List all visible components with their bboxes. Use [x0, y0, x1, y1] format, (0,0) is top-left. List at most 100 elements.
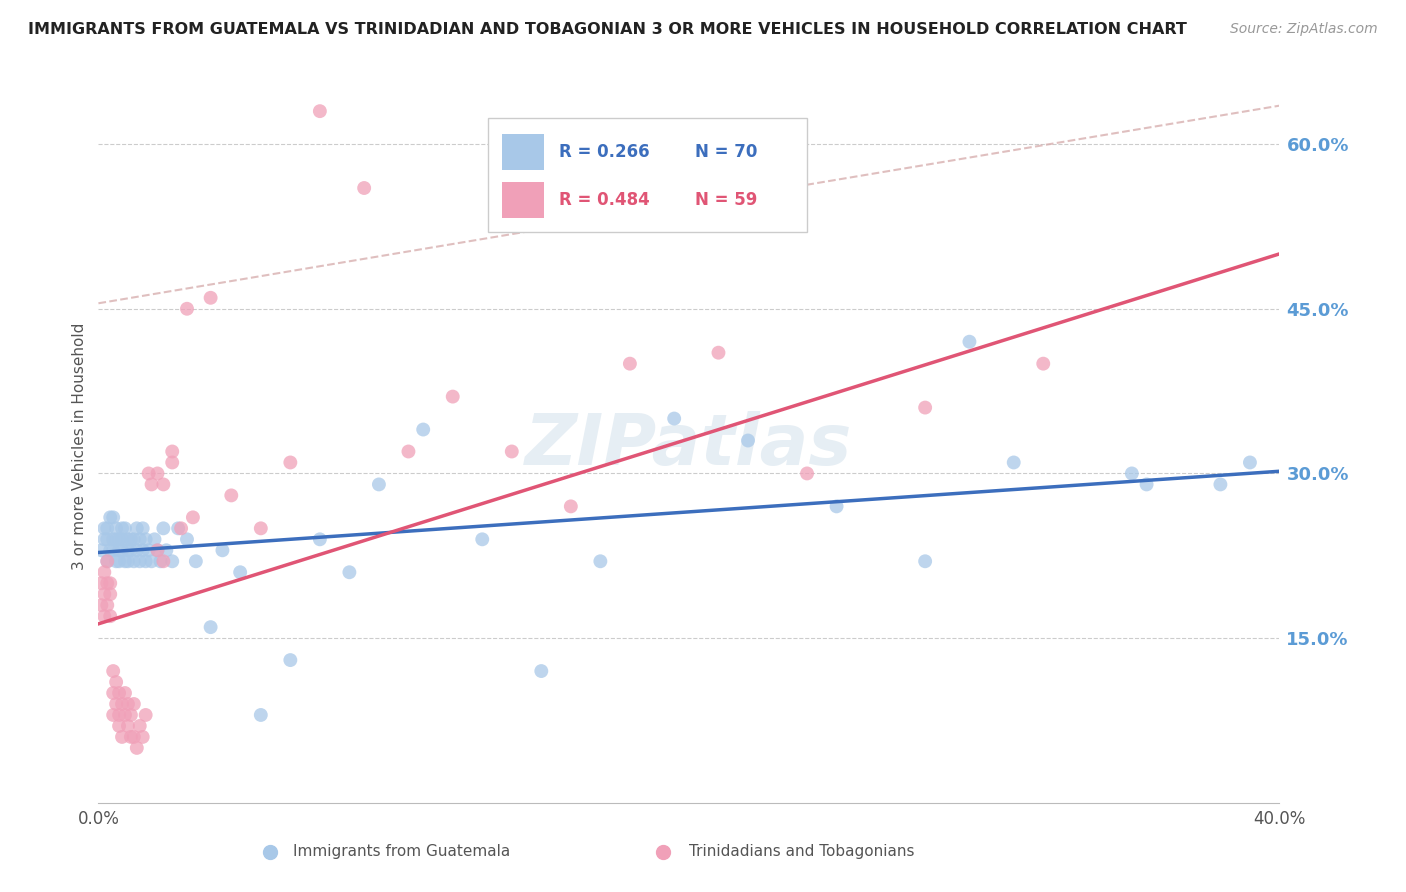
- Point: [339, 566, 360, 580]
- Point: [200, 291, 222, 305]
- Point: [105, 521, 128, 535]
- Point: [146, 467, 169, 481]
- Point: [825, 500, 848, 514]
- Point: [103, 686, 125, 700]
- Point: [250, 521, 273, 535]
- Point: [1121, 467, 1143, 481]
- Text: Trinidadians and Tobagonians: Trinidadians and Tobagonians: [689, 845, 914, 859]
- Point: [103, 708, 125, 723]
- Text: ZIPatlas: ZIPatlas: [526, 411, 852, 481]
- Point: [120, 708, 142, 723]
- Point: [120, 533, 142, 547]
- Point: [117, 554, 139, 568]
- Point: [141, 477, 163, 491]
- Point: [108, 543, 131, 558]
- Point: [122, 730, 145, 744]
- Point: [111, 730, 134, 744]
- Point: [135, 533, 157, 547]
- Point: [619, 357, 641, 371]
- Point: [120, 543, 142, 558]
- Point: [278, 455, 302, 469]
- Bar: [502, 182, 544, 218]
- Point: [149, 554, 172, 568]
- Point: [396, 444, 419, 458]
- Point: [108, 686, 131, 700]
- Point: [93, 533, 115, 547]
- Point: [1209, 477, 1232, 491]
- Point: [152, 554, 174, 568]
- Point: [122, 697, 145, 711]
- Point: [98, 576, 121, 591]
- Point: [117, 719, 139, 733]
- Point: [114, 521, 136, 535]
- Point: [309, 104, 332, 119]
- Text: Immigrants from Guatemala: Immigrants from Guatemala: [294, 845, 510, 859]
- Point: [96, 576, 118, 591]
- Point: [796, 467, 818, 481]
- Point: [96, 521, 118, 535]
- Point: [103, 533, 125, 547]
- Text: N = 59: N = 59: [695, 191, 758, 209]
- Point: [90, 598, 112, 612]
- Point: [128, 533, 150, 547]
- Point: [152, 477, 174, 491]
- Point: [122, 554, 145, 568]
- Point: [98, 609, 121, 624]
- Point: [1032, 357, 1054, 371]
- Point: [111, 697, 134, 711]
- Point: [105, 697, 128, 711]
- Point: [125, 543, 148, 558]
- Text: IMMIGRANTS FROM GUATEMALA VS TRINIDADIAN AND TOBAGONIAN 3 OR MORE VEHICLES IN HO: IMMIGRANTS FROM GUATEMALA VS TRINIDADIAN…: [28, 22, 1187, 37]
- Point: [125, 740, 148, 755]
- Point: [170, 521, 193, 535]
- Point: [93, 566, 115, 580]
- Point: [737, 434, 759, 448]
- Point: [111, 521, 134, 535]
- Point: [143, 533, 166, 547]
- Point: [1002, 455, 1025, 469]
- Point: [111, 543, 134, 558]
- Text: R = 0.484: R = 0.484: [560, 191, 650, 209]
- Point: [1135, 477, 1157, 491]
- Point: [664, 411, 686, 425]
- Point: [1239, 455, 1261, 469]
- Point: [707, 345, 730, 359]
- Point: [111, 533, 134, 547]
- Point: [219, 488, 242, 502]
- Point: [141, 554, 163, 568]
- Y-axis label: 3 or more Vehicles in Household: 3 or more Vehicles in Household: [72, 322, 87, 570]
- Point: [96, 533, 118, 547]
- Point: [108, 554, 131, 568]
- Point: [353, 181, 375, 195]
- Point: [108, 708, 131, 723]
- Point: [471, 533, 494, 547]
- Point: [93, 587, 115, 601]
- Point: [181, 510, 204, 524]
- Point: [162, 444, 183, 458]
- Point: [117, 697, 139, 711]
- Point: [441, 390, 464, 404]
- Point: [146, 543, 169, 558]
- Point: [103, 543, 125, 558]
- Point: [132, 521, 155, 535]
- Text: Source: ZipAtlas.com: Source: ZipAtlas.com: [1230, 22, 1378, 37]
- Point: [138, 467, 160, 481]
- Point: [959, 334, 981, 349]
- Point: [105, 675, 128, 690]
- Point: [200, 620, 222, 634]
- Point: [93, 521, 115, 535]
- Point: [96, 554, 118, 568]
- Text: R = 0.266: R = 0.266: [560, 143, 650, 161]
- Point: [155, 543, 177, 558]
- Point: [93, 609, 115, 624]
- Point: [914, 401, 936, 415]
- Point: [114, 686, 136, 700]
- Point: [501, 444, 523, 458]
- Point: [152, 521, 174, 535]
- Point: [184, 554, 207, 568]
- Point: [103, 510, 125, 524]
- Point: [309, 533, 332, 547]
- Point: [162, 554, 183, 568]
- Point: [128, 554, 150, 568]
- Point: [530, 664, 553, 678]
